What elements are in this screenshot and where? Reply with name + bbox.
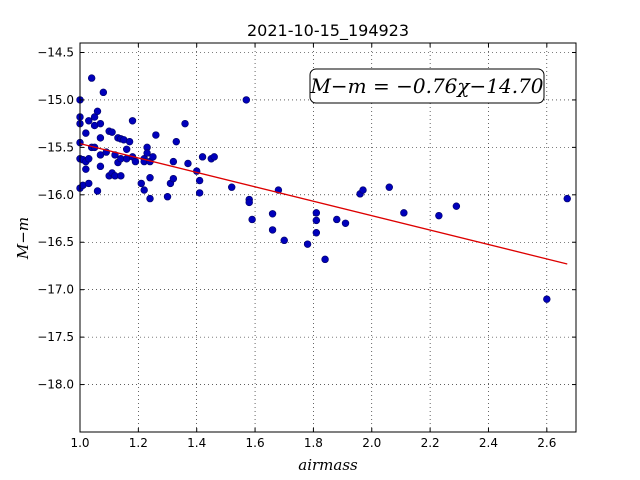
x-axis-label: airmass bbox=[298, 456, 358, 474]
data-point bbox=[96, 119, 105, 128]
x-tick-label: 1.8 bbox=[304, 436, 323, 450]
data-point bbox=[149, 153, 157, 161]
data-point bbox=[248, 215, 256, 224]
fit-line-group bbox=[79, 142, 568, 265]
data-point bbox=[228, 183, 236, 191]
data-point bbox=[163, 193, 172, 201]
data-point bbox=[143, 149, 151, 157]
data-point bbox=[169, 174, 178, 183]
data-point bbox=[152, 131, 160, 139]
data-point bbox=[268, 210, 277, 218]
y-tick-label: −16.5 bbox=[37, 235, 74, 249]
y-tick-label: −18.0 bbox=[37, 378, 74, 392]
fit-annotation: M−m = −0.76χ−14.70 bbox=[309, 74, 543, 98]
x-tick-label: 2.0 bbox=[362, 436, 381, 450]
data-point bbox=[321, 255, 329, 264]
data-point bbox=[195, 176, 204, 185]
data-point bbox=[137, 179, 145, 188]
y-tick-label: −15.5 bbox=[37, 140, 74, 154]
y-tick-label: −17.0 bbox=[37, 283, 74, 297]
data-point bbox=[341, 219, 350, 227]
data-point bbox=[108, 128, 116, 136]
data-point bbox=[385, 183, 393, 191]
fit-annotation-box bbox=[309, 68, 545, 104]
data-point bbox=[172, 137, 180, 146]
y-tick-label: −15.0 bbox=[37, 93, 74, 107]
data-point bbox=[146, 174, 154, 182]
data-point bbox=[93, 187, 102, 195]
data-point bbox=[245, 198, 253, 207]
x-tick-label: 1.6 bbox=[246, 436, 265, 450]
y-axis-label: M−m bbox=[14, 217, 32, 260]
data-point bbox=[400, 209, 408, 217]
data-point bbox=[96, 162, 105, 171]
y-tick-labels: −14.5 −15.0 −15.5 −16.0 −16.5 −17.0 −17.5 −18.0 bbox=[37, 45, 74, 391]
data-point bbox=[85, 117, 93, 125]
data-point bbox=[333, 215, 341, 224]
data-point bbox=[359, 186, 367, 194]
data-point bbox=[96, 151, 105, 159]
x-tick-labels: 1.0 1.2 1.4 1.6 1.8 2.0 2.2 2.4 2.6 bbox=[70, 436, 556, 450]
x-tick-label: 2.2 bbox=[421, 436, 440, 450]
data-point bbox=[90, 113, 99, 121]
data-point bbox=[312, 229, 321, 237]
data-point bbox=[195, 189, 204, 197]
y-tick-label: −14.5 bbox=[37, 45, 74, 59]
x-tick-label: 1.4 bbox=[187, 436, 206, 450]
data-point bbox=[85, 179, 93, 188]
data-point bbox=[303, 240, 312, 248]
data-point bbox=[435, 211, 443, 220]
data-point bbox=[312, 209, 321, 217]
data-point bbox=[543, 295, 551, 303]
y-tick-label: −17.5 bbox=[37, 330, 74, 344]
data-point bbox=[125, 137, 134, 146]
axis-ticks bbox=[79, 43, 576, 432]
data-point bbox=[96, 134, 105, 142]
grid bbox=[79, 43, 576, 432]
data-point bbox=[210, 153, 218, 161]
data-point bbox=[242, 96, 251, 104]
chart-title: 2021-10-15_194923 bbox=[247, 21, 409, 41]
x-tick-label: 1.0 bbox=[70, 436, 89, 450]
data-point bbox=[117, 172, 125, 180]
data-point bbox=[452, 202, 461, 210]
fit-line bbox=[79, 142, 568, 265]
data-point bbox=[122, 145, 131, 153]
data-point bbox=[184, 159, 192, 168]
data-point bbox=[268, 226, 277, 234]
data-point bbox=[128, 117, 137, 125]
data-point bbox=[169, 157, 178, 166]
plot-frame bbox=[79, 42, 577, 433]
x-tick-label: 2.4 bbox=[479, 436, 498, 450]
data-point bbox=[82, 165, 90, 173]
data-point bbox=[563, 194, 571, 203]
data-point bbox=[85, 155, 93, 163]
x-tick-label: 1.2 bbox=[129, 436, 148, 450]
data-point bbox=[312, 216, 321, 225]
data-point bbox=[198, 153, 207, 161]
data-point bbox=[140, 186, 148, 194]
data-point bbox=[131, 157, 140, 166]
data-point bbox=[181, 119, 189, 128]
y-tick-label: −16.0 bbox=[37, 188, 74, 202]
data-point bbox=[87, 74, 96, 82]
data-point bbox=[146, 194, 154, 203]
data-point bbox=[280, 236, 288, 245]
x-tick-label: 2.6 bbox=[537, 436, 556, 450]
data-point bbox=[82, 129, 90, 137]
data-point bbox=[93, 107, 102, 116]
data-point bbox=[99, 88, 108, 97]
